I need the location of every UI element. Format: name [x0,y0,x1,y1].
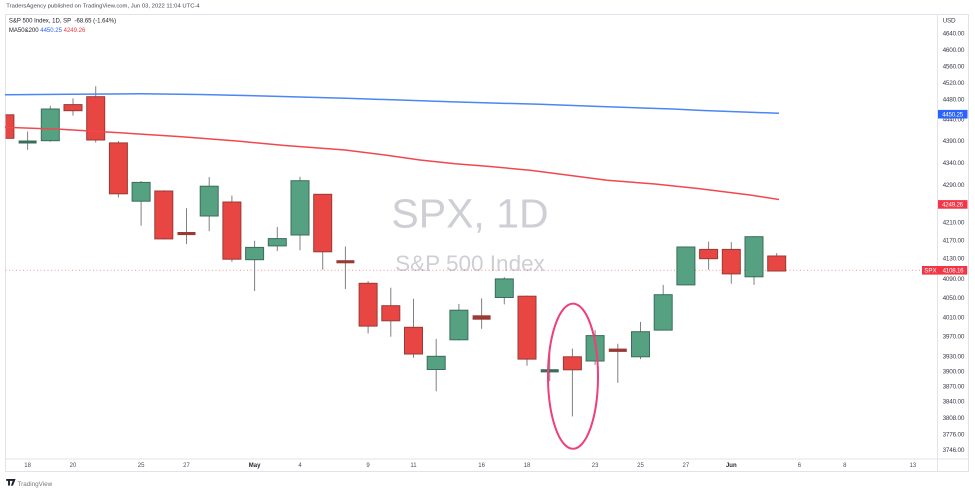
svg-text:4520.00: 4520.00 [943,80,965,87]
svg-text:3776.00: 3776.00 [943,431,965,438]
svg-text:4290.00: 4290.00 [943,182,965,189]
svg-text:3970.00: 3970.00 [943,334,965,341]
svg-text:27: 27 [183,463,190,469]
svg-text:MA50&200 4450.25 4249.26: MA50&200 4450.25 4249.26 [9,28,86,34]
svg-text:USD: USD [943,18,956,25]
svg-text:TradingView: TradingView [18,481,53,488]
svg-text:4480.00: 4480.00 [943,96,965,103]
svg-text:4170.00: 4170.00 [943,238,965,245]
svg-text:4450.25: 4450.25 [942,111,964,118]
svg-text:3930.00: 3930.00 [943,354,965,361]
svg-text:TradersAgency published on Tra: TradersAgency published on TradingView.c… [6,3,200,9]
svg-text:18: 18 [524,463,531,469]
svg-text:S&P 500 Index, 1D, SP -68.65: S&P 500 Index, 1D, SP -68.65 (-1.64%) [9,19,116,25]
svg-text:4600.00: 4600.00 [943,47,965,54]
svg-text:4210.00: 4210.00 [943,220,965,227]
svg-text:23: 23 [592,463,599,469]
svg-text:13: 13 [910,463,917,469]
svg-text:4249.26: 4249.26 [942,202,964,209]
svg-text:3746.00: 3746.00 [943,447,965,454]
svg-text:11: 11 [410,463,417,469]
svg-text:6: 6 [798,463,802,469]
svg-text:3808.00: 3808.00 [943,415,965,422]
svg-text:20: 20 [70,463,77,469]
svg-text:16: 16 [478,463,485,469]
svg-text:25: 25 [637,463,644,469]
svg-text:18: 18 [24,463,31,469]
svg-text:4010.00: 4010.00 [943,314,965,321]
svg-text:4390.00: 4390.00 [943,138,965,145]
svg-text:3870.00: 3870.00 [943,384,965,391]
svg-text:4440.00: 4440.00 [943,116,965,123]
svg-text:25: 25 [138,463,145,469]
svg-text:4560.00: 4560.00 [943,64,965,71]
svg-text:4340.00: 4340.00 [943,160,965,167]
svg-text:3840.00: 3840.00 [943,399,965,406]
svg-text:4090.00: 4090.00 [943,276,965,283]
svg-text:S&P 500 Index: S&P 500 Index [395,251,545,276]
svg-text:SPX: SPX [924,268,936,275]
svg-text:4108.16: 4108.16 [943,268,965,275]
svg-text:9: 9 [366,463,370,469]
svg-text:4130.00: 4130.00 [943,255,965,262]
svg-text:27: 27 [683,463,690,469]
svg-text:4: 4 [298,463,302,469]
svg-text:3900.00: 3900.00 [943,368,965,375]
svg-text:4050.00: 4050.00 [943,295,965,302]
svg-text:8: 8 [843,463,847,469]
svg-text:May: May [249,463,261,469]
svg-text:Jun: Jun [726,463,737,469]
svg-text:4640.00: 4640.00 [943,31,965,38]
svg-text:SPX, 1D: SPX, 1D [391,191,548,237]
